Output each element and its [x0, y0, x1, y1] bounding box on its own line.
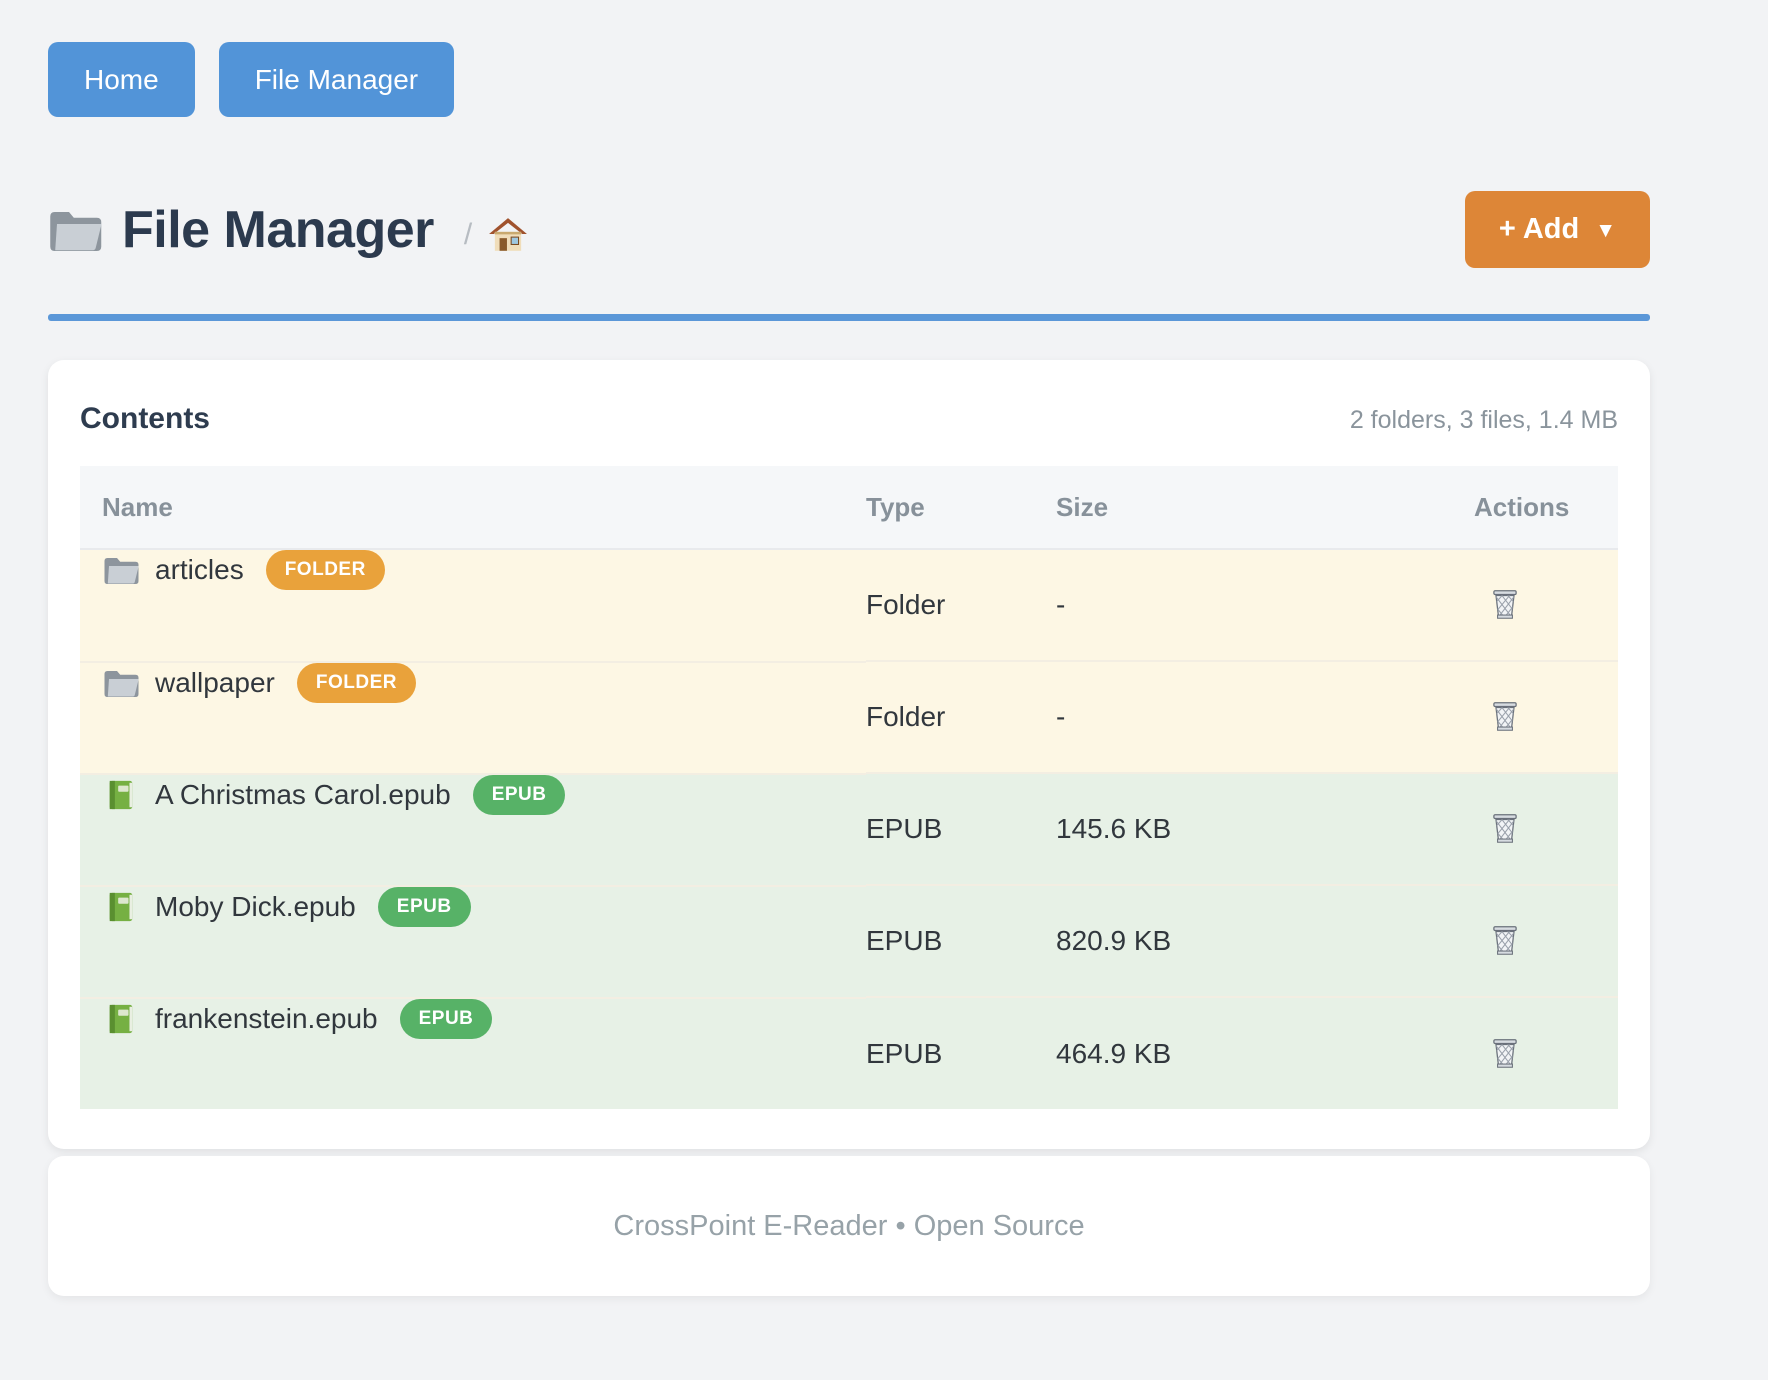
item-name-link[interactable]: articles — [155, 554, 244, 585]
table-header-row: Name Type Size Actions — [80, 466, 1618, 550]
table-row: A Christmas Carol.epub EPUB EPUB 145.6 K… — [80, 772, 1618, 885]
title-divider — [48, 314, 1650, 321]
contents-heading: Contents — [80, 402, 210, 435]
folder-icon — [102, 554, 140, 586]
delete-button[interactable] — [1488, 1036, 1522, 1072]
table-body: articles FOLDER Folder - — [80, 549, 1618, 1109]
item-name-link[interactable]: A Christmas Carol.epub — [155, 779, 451, 810]
delete-button[interactable] — [1488, 811, 1522, 847]
footer-text: CrossPoint E-Reader • Open Source — [613, 1209, 1085, 1242]
page-container: Home File Manager File Manager / — [48, 0, 1650, 1296]
item-type-badge: EPUB — [377, 887, 471, 927]
trash-icon — [1488, 923, 1522, 959]
item-size: 820.9 KB — [1056, 884, 1474, 997]
contents-card: Contents 2 folders, 3 files, 1.4 MB Name… — [48, 360, 1650, 1149]
home-icon — [488, 216, 528, 254]
item-size: - — [1056, 589, 1066, 620]
green-book-icon — [102, 779, 140, 811]
delete-button[interactable] — [1488, 587, 1522, 623]
breadcrumb-home-link[interactable] — [488, 216, 528, 254]
item-type: EPUB — [866, 772, 1056, 885]
item-name-link[interactable]: frankenstein.epub — [155, 1003, 378, 1034]
delete-button[interactable] — [1488, 699, 1522, 735]
green-book-icon — [102, 1003, 140, 1035]
trash-icon — [1488, 699, 1522, 735]
item-size: 145.6 KB — [1056, 772, 1474, 885]
add-button-label: + Add — [1498, 213, 1580, 245]
item-type: EPUB — [866, 996, 1056, 1109]
item-type-badge: EPUB — [399, 999, 493, 1039]
item-type-badge: EPUB — [472, 775, 566, 815]
folder-icon — [48, 207, 102, 253]
item-type: Folder — [866, 589, 946, 620]
trash-icon — [1488, 811, 1522, 847]
trash-icon — [1488, 587, 1522, 623]
column-header-type: Type — [866, 466, 1056, 550]
contents-table: Name Type Size Actions — [80, 466, 1618, 1109]
breadcrumb-separator: / — [463, 217, 473, 251]
table-row: Moby Dick.epub EPUB EPUB 820.9 KB — [80, 884, 1618, 997]
column-header-name: Name — [80, 466, 866, 550]
folder-icon — [102, 667, 140, 699]
item-type-badge: FOLDER — [296, 663, 416, 703]
trash-icon — [1488, 1036, 1522, 1072]
delete-button[interactable] — [1488, 923, 1522, 959]
breadcrumb: / — [464, 216, 528, 254]
item-name-link[interactable]: wallpaper — [155, 667, 275, 698]
contents-summary: 2 folders, 3 files, 1.4 MB — [1349, 406, 1618, 434]
item-type-badge: FOLDER — [265, 550, 385, 590]
column-header-size: Size — [1056, 466, 1474, 550]
add-button[interactable]: + Add ▼ — [1464, 191, 1650, 268]
page-header: File Manager / + Add ▼ — [48, 191, 1650, 268]
item-size: 464.9 KB — [1056, 996, 1474, 1109]
contents-card-header: Contents 2 folders, 3 files, 1.4 MB — [80, 402, 1618, 466]
item-name-link[interactable]: Moby Dick.epub — [155, 891, 356, 922]
item-type: EPUB — [866, 884, 1056, 997]
file-manager-nav-button[interactable]: File Manager — [218, 42, 455, 117]
item-type: Folder — [866, 660, 1056, 773]
chevron-down-icon: ▼ — [1595, 219, 1616, 242]
footer: CrossPoint E-Reader • Open Source — [48, 1156, 1650, 1296]
table-row: frankenstein.epub EPUB EPUB 464.9 KB — [80, 996, 1618, 1109]
item-size: - — [1056, 660, 1474, 773]
column-header-actions: Actions — [1474, 466, 1618, 550]
green-book-icon — [102, 891, 140, 923]
table-row: articles FOLDER Folder - — [80, 549, 1618, 661]
home-nav-button[interactable]: Home — [48, 42, 195, 117]
table-row: wallpaper FOLDER Folder - — [80, 660, 1618, 773]
top-nav: Home File Manager — [48, 42, 1650, 117]
page-title: File Manager — [122, 200, 434, 259]
